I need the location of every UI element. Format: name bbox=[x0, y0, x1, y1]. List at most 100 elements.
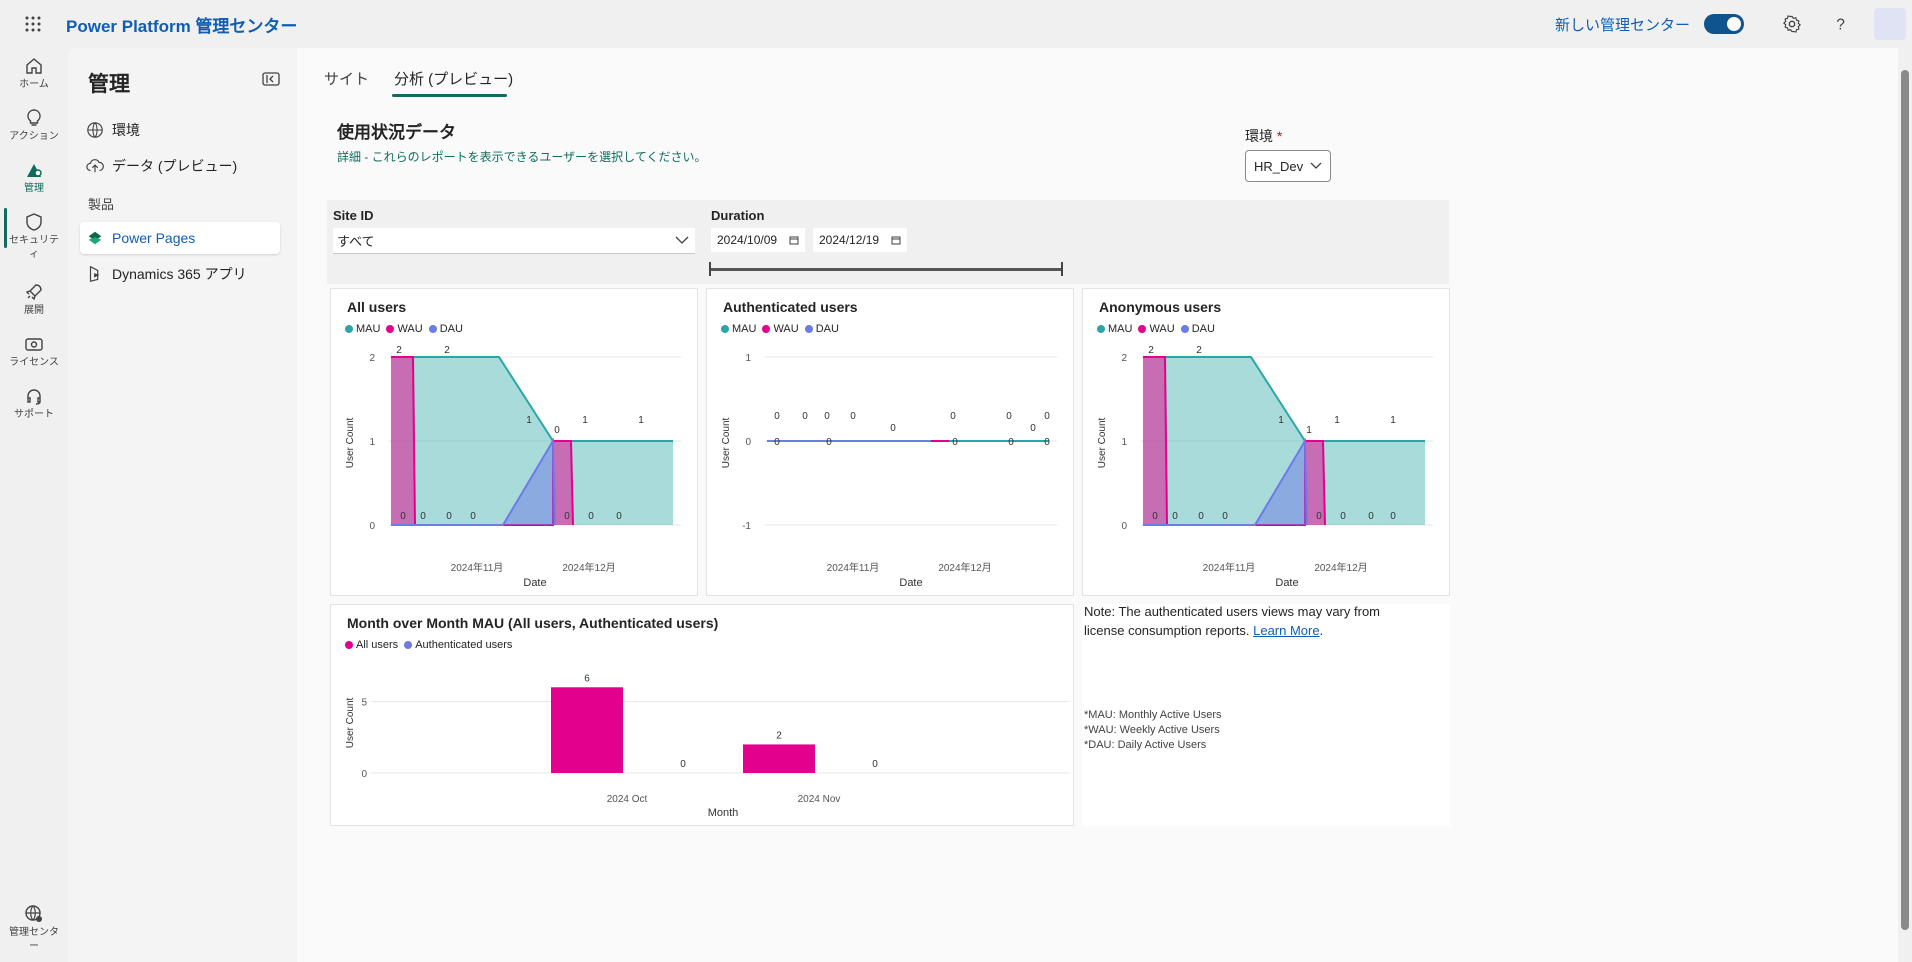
chart-card-authenticated-users: Authenticated users MAU WAU DAU -1 0 1 User… bbox=[706, 288, 1074, 596]
legend-label: MAU bbox=[1108, 323, 1133, 335]
chart-legend: MAU WAU DAU bbox=[1097, 323, 1221, 335]
help-icon[interactable]: ? bbox=[1816, 0, 1864, 48]
x-tick-label: 2024年11月 bbox=[1203, 561, 1256, 574]
nav-label: 環境 bbox=[112, 122, 140, 138]
nav-item-power-pages[interactable]: Power Pages bbox=[80, 222, 280, 254]
chevron-down-icon bbox=[675, 236, 689, 244]
x-tick-label: 2024 Oct bbox=[607, 794, 648, 805]
rail-item-manage[interactable]: 管理 bbox=[0, 160, 68, 196]
rail-item-home[interactable]: ホーム bbox=[0, 56, 68, 92]
rail-item-deploy[interactable]: 展開 bbox=[0, 282, 68, 318]
end-date-input[interactable]: 2024/12/19 bbox=[813, 228, 907, 252]
rail-item-security[interactable]: セキュリティ bbox=[0, 212, 68, 262]
filter-bar: Site ID すべて Duration 2024/10/09 2024/12/… bbox=[327, 200, 1449, 284]
app-title[interactable]: Power Platform 管理センター bbox=[66, 16, 298, 36]
site-id-select[interactable]: すべて bbox=[333, 228, 695, 254]
slider-start-handle[interactable] bbox=[709, 262, 711, 276]
data-label: 0 bbox=[1368, 511, 1374, 522]
learn-more-link[interactable]: Learn More bbox=[1253, 623, 1320, 638]
data-label: 1 bbox=[638, 415, 644, 426]
rail-label: 管理センター bbox=[9, 927, 59, 952]
start-date-input[interactable]: 2024/10/09 bbox=[711, 228, 805, 252]
data-label: 0 bbox=[950, 411, 956, 422]
data-label: 0 bbox=[470, 511, 476, 522]
tab-analytics[interactable]: 分析 (プレビュー) bbox=[394, 71, 514, 88]
data-label: 0 bbox=[1340, 511, 1346, 522]
data-label: 0 bbox=[826, 437, 832, 448]
data-label: 1 bbox=[1278, 415, 1284, 426]
panel-title: 管理 bbox=[88, 73, 130, 96]
series-line bbox=[391, 437, 556, 526]
abbr-line: *DAU: Daily Active Users bbox=[1084, 739, 1207, 751]
data-label: 0 bbox=[824, 411, 830, 422]
y-tick-label: 1 bbox=[369, 437, 375, 448]
chart-title: Month over Month MAU (All users, Authent… bbox=[347, 615, 719, 631]
note-card bbox=[1082, 604, 1450, 826]
lightbulb-icon bbox=[27, 109, 41, 126]
new-admin-center-toggle[interactable] bbox=[1704, 14, 1744, 34]
chart-title: Authenticated users bbox=[723, 299, 858, 315]
abbr-line: *MAU: Monthly Active Users bbox=[1084, 709, 1222, 721]
slider-end-handle[interactable] bbox=[1061, 262, 1063, 276]
data-label: 1 bbox=[1390, 415, 1396, 426]
app-launcher-icon[interactable] bbox=[0, 0, 66, 48]
rail-item-actions[interactable]: アクション bbox=[0, 108, 68, 144]
rail-item-support[interactable]: サポート bbox=[0, 386, 68, 422]
x-tick-label: 2024年12月 bbox=[1314, 561, 1367, 574]
main-content: サイト 分析 (プレビュー) 使用状況データ 詳細 - これらのレポートを表示で… bbox=[297, 48, 1898, 962]
series-line bbox=[1143, 437, 1308, 526]
chart-svg: 0 5 User Count Month 2024 Oct 6 0 2024 Nov 2 0 bbox=[345, 673, 1069, 819]
nav-label: Dynamics 365 アプリ bbox=[112, 266, 247, 282]
data-label: 2 bbox=[1196, 345, 1202, 356]
y-tick-label: 2 bbox=[1121, 353, 1127, 364]
data-label: 0 bbox=[616, 511, 622, 522]
x-tick-label: 2024年12月 bbox=[562, 561, 615, 574]
data-label: 0 bbox=[1316, 511, 1322, 522]
new-admin-center-label: 新しい管理センター bbox=[1554, 16, 1690, 34]
environment-label: 環境 * bbox=[1245, 128, 1283, 144]
scrollbar[interactable] bbox=[1898, 48, 1912, 962]
avatar[interactable] bbox=[1874, 8, 1906, 40]
nav-item-environments[interactable]: 環境 bbox=[80, 114, 280, 146]
tab-underline bbox=[392, 94, 507, 97]
collapse-panel-icon[interactable] bbox=[262, 72, 280, 91]
nav-label: Power Pages bbox=[112, 230, 196, 246]
rail-label: 展開 bbox=[24, 305, 44, 316]
chart-card-month-over-month: Month over Month MAU (All users, Authent… bbox=[330, 604, 1074, 826]
legend-label: Authenticated users bbox=[415, 639, 513, 651]
rail-item-license[interactable]: ライセンス bbox=[0, 334, 68, 370]
rail-item-admin-centers[interactable]: 管理センター bbox=[0, 904, 68, 954]
data-label: 0 bbox=[952, 437, 958, 448]
legend-label: DAU bbox=[1191, 323, 1215, 335]
page-title: 使用状況データ bbox=[337, 123, 456, 142]
data-label: 0 bbox=[1152, 511, 1158, 522]
settings-gear-icon[interactable] bbox=[1768, 0, 1816, 48]
nav-item-data-preview[interactable]: データ (プレビュー) bbox=[80, 150, 280, 182]
data-label: 0 bbox=[890, 423, 896, 434]
data-label: 0 bbox=[564, 511, 570, 522]
data-label: 0 bbox=[774, 411, 780, 422]
y-tick-label: 0 bbox=[745, 437, 751, 448]
x-axis-label: Date bbox=[523, 577, 546, 589]
duration-slider[interactable] bbox=[709, 262, 1063, 276]
rocket-icon bbox=[25, 284, 42, 301]
y-tick-label: 0 bbox=[1121, 521, 1127, 532]
data-label: 0 bbox=[774, 437, 780, 448]
page-description-link[interactable]: 詳細 - これらのレポートを表示できるユーザーを選択してください。 bbox=[337, 150, 707, 164]
y-tick-label: 0 bbox=[369, 521, 375, 532]
nav-item-dynamics-365[interactable]: Dynamics 365 アプリ bbox=[80, 258, 280, 290]
duration-label: Duration bbox=[711, 208, 765, 223]
environment-select[interactable]: HR_Dev bbox=[1245, 150, 1331, 182]
data-label: 0 bbox=[400, 511, 406, 522]
legend-label: WAU bbox=[1149, 323, 1175, 335]
data-label: 2 bbox=[776, 730, 782, 741]
license-icon bbox=[25, 338, 43, 351]
tab-sites[interactable]: サイト bbox=[324, 71, 370, 88]
globe-icon bbox=[87, 122, 103, 138]
home-icon bbox=[26, 58, 42, 74]
x-tick-label: 2024年11月 bbox=[827, 561, 880, 574]
y-tick-label: 1 bbox=[745, 353, 751, 364]
legend-label: DAU bbox=[815, 323, 839, 335]
rail-label: アクション bbox=[9, 131, 59, 142]
